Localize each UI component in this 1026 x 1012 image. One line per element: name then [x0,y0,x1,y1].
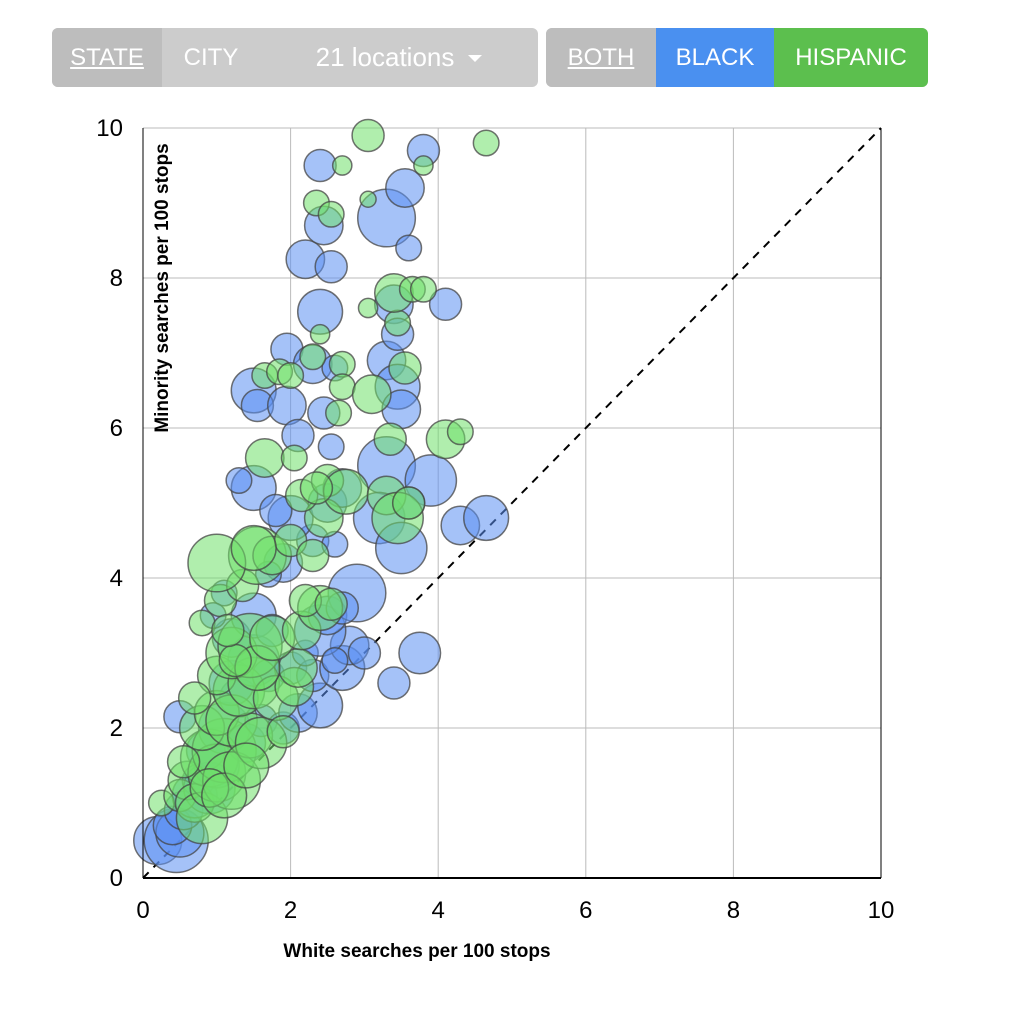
black-point [395,234,423,262]
y-tick-label: 4 [110,565,123,592]
hispanic-point [317,200,345,228]
axes [142,128,882,879]
x-tick-label: 6 [579,897,592,924]
hispanic-point [446,418,474,446]
hispanic-point [388,351,422,385]
hispanic-point [299,343,327,371]
black-point [317,433,345,461]
x-tick-label: 10 [868,897,895,924]
black-point [377,666,411,700]
black-point [225,466,253,495]
black-point [463,494,510,542]
city-button[interactable]: CITY [183,43,239,71]
hispanic-point [351,374,392,415]
hispanic-point [280,444,308,472]
locations-dropdown[interactable]: 21 locations [260,28,538,87]
location-level-toggle: STATE CITY 21 locations [52,28,538,87]
hispanic-button[interactable]: HISPANIC [774,28,928,87]
y-tick-label: 10 [96,115,123,142]
black-point [259,493,293,528]
y-axis-label: Minority searches per 100 stops [152,143,173,432]
hispanic-point [413,155,434,176]
y-tick-label: 6 [110,415,123,442]
hispanic-point [331,155,353,176]
hispanic-point [295,538,330,573]
y-tick-label: 8 [110,265,123,292]
hispanic-point [299,471,334,505]
hispanic-point [357,297,379,319]
y-tick-label: 0 [110,865,123,892]
hispanic-point [351,118,385,153]
black-point [398,631,442,675]
black-point [303,148,337,183]
hispanic-point [309,323,331,345]
hispanic-point [409,275,437,303]
black-button[interactable]: BLACK [656,28,774,87]
hispanic-point [230,524,277,572]
hispanic-point [244,438,285,478]
state-button[interactable]: STATE [52,28,162,87]
hispanic-point [325,399,353,427]
reference-line [142,127,882,879]
hispanic-point [177,681,212,715]
hispanic-point [391,486,426,520]
black-point [314,250,348,284]
hispanic-point [277,361,305,390]
black-point [321,646,349,675]
y-tick-label: 2 [110,715,123,742]
hispanic-point [223,742,270,789]
locations-dropdown-label: 21 locations [315,42,455,72]
identity-line [142,127,882,879]
hispanic-point [472,129,500,157]
hispanic-point [218,643,252,678]
hispanic-point [266,715,300,749]
hispanic-point [328,373,356,401]
tick-labels: 0 2 4 6 8 10 0 2 4 6 8 10 [96,115,894,924]
race-toggle: BOTH BLACK HISPANIC [546,28,928,87]
black-point [428,287,463,321]
caret-down-icon [468,55,483,62]
hispanic-point [314,587,348,621]
x-tick-label: 8 [727,897,740,924]
hispanic-point [211,613,245,648]
black-point [347,636,382,670]
both-button[interactable]: BOTH [546,28,656,87]
x-tick-label: 2 [284,897,297,924]
hispanic-point [188,609,216,637]
black-point [385,168,425,208]
x-tick-label: 0 [136,897,149,924]
hispanic-point [166,745,201,779]
data-points [133,118,510,874]
hispanic-point [384,309,412,337]
x-axis-label: White searches per 100 stops [283,941,550,962]
hispanic-point [359,190,377,208]
hispanic-point [373,422,407,456]
x-tick-label: 4 [432,897,445,924]
